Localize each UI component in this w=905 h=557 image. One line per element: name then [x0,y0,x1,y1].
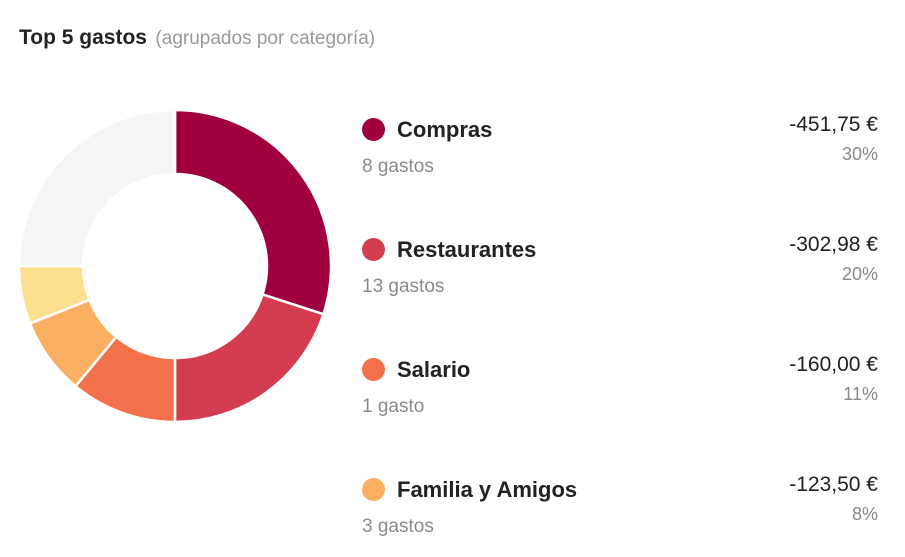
legend-category-name: Compras [397,117,493,142]
donut-slice-restaurantes[interactable] [173,293,325,424]
legend-percent: 11% [843,384,878,404]
legend-amount: -451,75 € [789,113,878,136]
legend-dot [362,238,385,261]
legend-category-name: Familia y Amigos [397,477,578,502]
legend-item-restaurantes[interactable]: Restaurantes 13 gastos -302,98 € 20% [362,233,880,317]
legend-item-familia-y-amigos[interactable]: Familia y Amigos 3 gastos -123,50 € 8% [362,473,880,557]
chart-header: Top 5 gastos (agrupados por categoría) [19,26,375,50]
chart-title: Top 5 gastos [19,26,147,49]
chart-subtitle: (agrupados por categoría) [155,28,376,49]
legend-expense-count: 13 gastos [362,276,445,297]
legend-item-compras[interactable]: Compras 8 gastos -451,75 € 30% [362,113,880,197]
legend-dot [362,358,385,381]
legend-percent: 20% [841,264,878,284]
legend-category-name: Salario [397,357,471,382]
legend-item-salario[interactable]: Salario 1 gasto -160,00 € 11% [362,353,880,437]
legend-percent: 30% [841,144,878,164]
legend-amount: -123,50 € [789,473,878,496]
legend-category-name: Restaurantes [397,237,537,262]
legend-amount: -302,98 € [789,233,878,256]
donut-slice-segment-6[interactable] [17,108,177,268]
legend-dot [362,478,385,501]
legend-expense-count: 3 gastos [362,516,434,537]
donut-slice-compras[interactable] [173,108,333,316]
legend-expense-count: 1 gasto [362,396,425,417]
donut-chart [17,108,333,424]
legend-amount: -160,00 € [789,353,878,376]
legend-dot [362,118,385,141]
legend-percent: 8% [851,504,878,524]
legend-expense-count: 8 gastos [362,156,434,177]
